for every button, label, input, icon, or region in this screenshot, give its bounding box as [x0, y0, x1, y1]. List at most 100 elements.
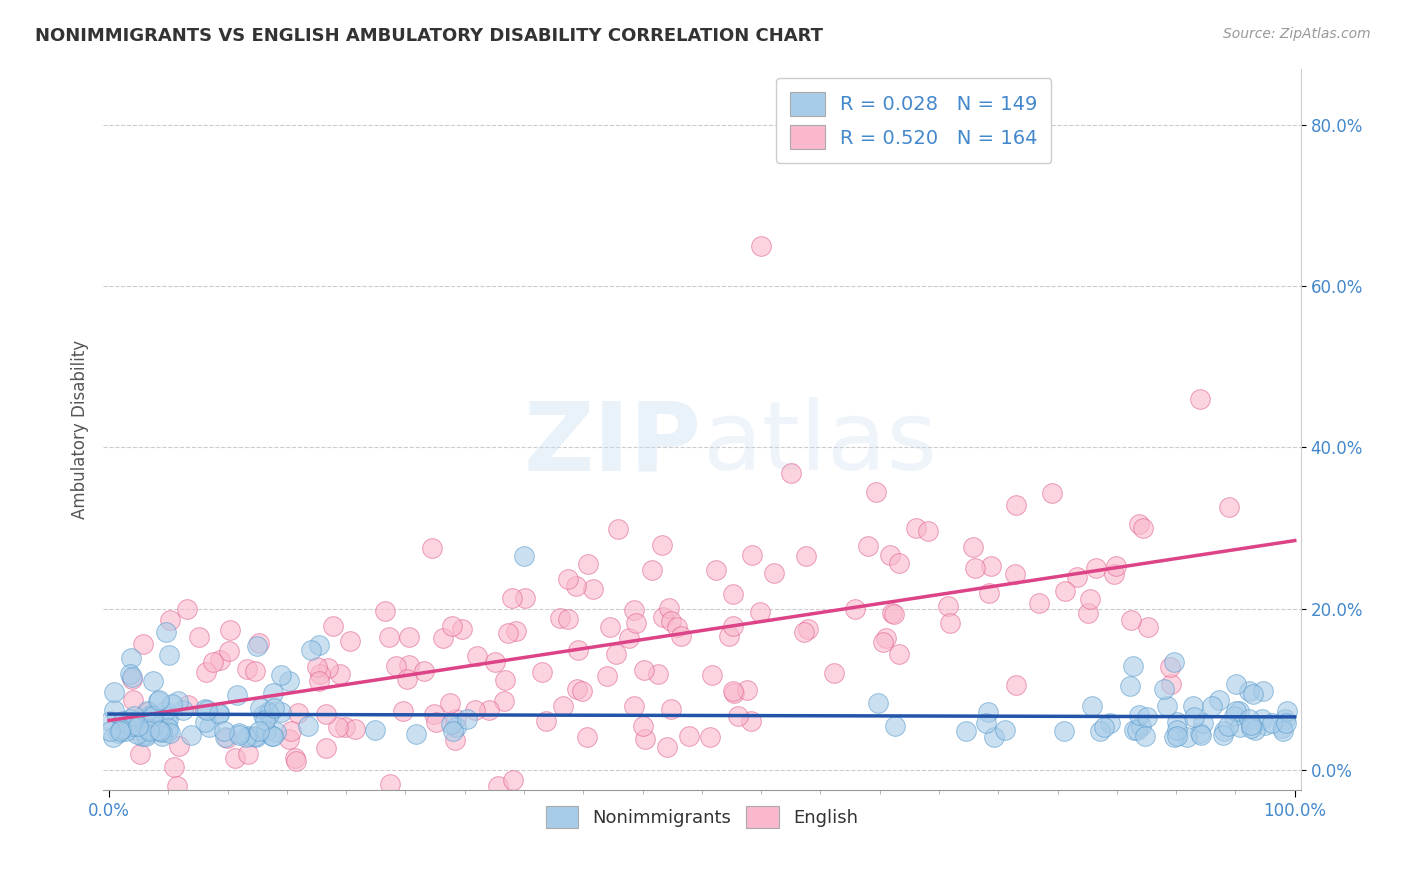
Point: [1216, 719, 1239, 733]
Point: [374, 604, 396, 618]
Point: [378, 777, 401, 791]
Point: [502, 772, 524, 787]
Point: [266, 724, 288, 739]
Point: [737, 683, 759, 698]
Point: [983, 730, 1005, 744]
Point: [1251, 712, 1274, 726]
Point: [1053, 584, 1076, 599]
Point: [111, 722, 134, 736]
Point: [195, 665, 218, 680]
Point: [1119, 614, 1142, 628]
Point: [1078, 592, 1101, 607]
Point: [505, 624, 527, 639]
Point: [565, 682, 588, 697]
Point: [1212, 728, 1234, 742]
Point: [699, 730, 721, 744]
Point: [195, 703, 218, 717]
Point: [364, 723, 387, 738]
Point: [1189, 728, 1212, 742]
Point: [135, 729, 157, 743]
Point: [531, 665, 554, 679]
Point: [98, 723, 121, 738]
Point: [749, 239, 772, 253]
Point: [655, 740, 678, 755]
Point: [1240, 718, 1263, 732]
Point: [793, 625, 815, 640]
Point: [1237, 683, 1260, 698]
Text: ZIP: ZIP: [524, 397, 702, 490]
Point: [328, 720, 350, 734]
Point: [823, 665, 845, 680]
Legend: Nonimmigrants, English: Nonimmigrants, English: [538, 798, 865, 835]
Point: [212, 724, 235, 739]
Point: [1163, 730, 1185, 744]
Point: [1182, 710, 1205, 724]
Point: [1166, 723, 1188, 737]
Point: [1053, 724, 1076, 739]
Point: [1132, 521, 1154, 535]
Point: [727, 708, 749, 723]
Point: [1260, 716, 1282, 731]
Point: [425, 715, 447, 730]
Point: [149, 724, 172, 739]
Point: [1098, 715, 1121, 730]
Point: [1181, 699, 1204, 714]
Point: [478, 703, 501, 717]
Point: [702, 668, 724, 682]
Point: [197, 720, 219, 734]
Point: [1225, 704, 1247, 718]
Point: [980, 558, 1002, 573]
Point: [439, 696, 461, 710]
Point: [131, 729, 153, 743]
Point: [215, 731, 238, 746]
Point: [228, 725, 250, 739]
Point: [1274, 715, 1296, 730]
Point: [557, 612, 579, 626]
Point: [567, 642, 589, 657]
Point: [163, 760, 186, 774]
Point: [607, 522, 630, 536]
Point: [194, 714, 217, 729]
Point: [315, 740, 337, 755]
Point: [1240, 721, 1263, 735]
Point: [254, 723, 277, 738]
Point: [659, 615, 682, 629]
Point: [1175, 730, 1198, 744]
Point: [1133, 729, 1156, 743]
Point: [329, 666, 352, 681]
Point: [219, 623, 242, 637]
Point: [678, 729, 700, 743]
Point: [335, 720, 357, 734]
Point: [177, 698, 200, 713]
Point: [172, 703, 194, 717]
Point: [1105, 558, 1128, 573]
Point: [1163, 655, 1185, 669]
Point: [1213, 723, 1236, 738]
Point: [218, 644, 240, 658]
Point: [624, 615, 647, 630]
Point: [270, 705, 292, 719]
Point: [464, 703, 486, 717]
Point: [1077, 606, 1099, 620]
Point: [748, 606, 770, 620]
Point: [103, 703, 125, 717]
Point: [307, 660, 329, 674]
Point: [741, 548, 763, 562]
Point: [124, 714, 146, 728]
Point: [121, 672, 143, 686]
Point: [108, 723, 131, 738]
Point: [581, 582, 603, 596]
Point: [576, 557, 599, 571]
Point: [155, 624, 177, 639]
Point: [1188, 392, 1211, 406]
Point: [1092, 720, 1115, 734]
Point: [235, 662, 257, 676]
Text: NONIMMIGRANTS VS ENGLISH AMBULATORY DISABILITY CORRELATION CHART: NONIMMIGRANTS VS ENGLISH AMBULATORY DISA…: [35, 27, 823, 45]
Point: [723, 686, 745, 700]
Point: [121, 719, 143, 733]
Point: [260, 729, 283, 743]
Point: [243, 665, 266, 679]
Point: [1243, 723, 1265, 738]
Point: [884, 719, 907, 733]
Point: [138, 724, 160, 739]
